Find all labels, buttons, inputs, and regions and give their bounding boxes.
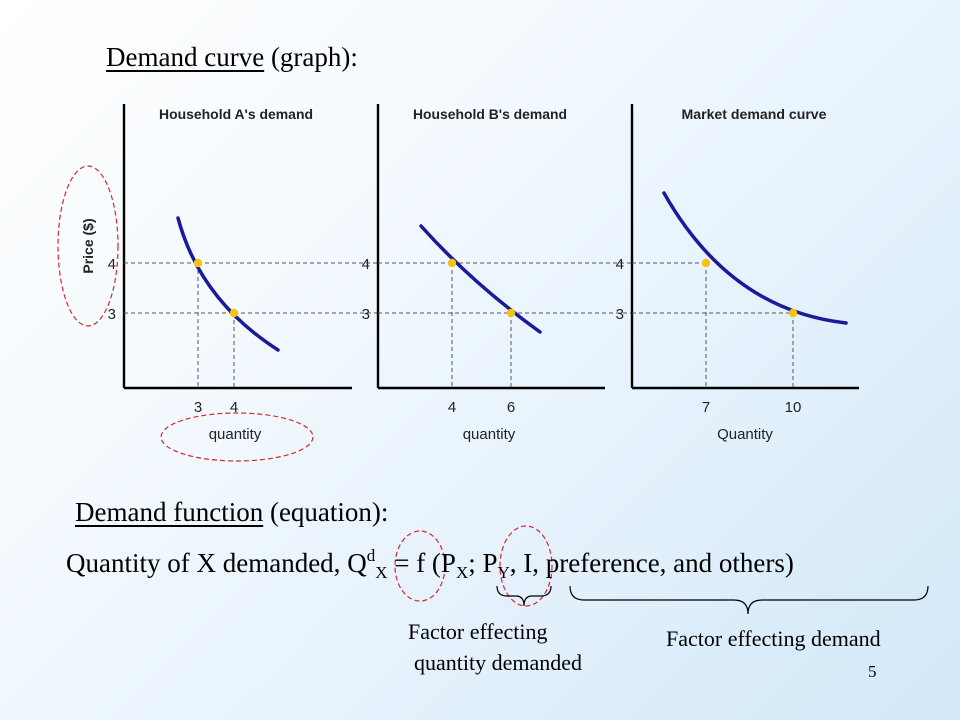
p1-y-tick-4: 4 (108, 256, 116, 273)
equation-rest: , I, preference, and others) (509, 548, 794, 578)
graph-heading: Demand curve (graph): (106, 42, 358, 73)
p1-x-label: quantity (209, 426, 262, 443)
p1-y-tick-3: 3 (108, 306, 116, 323)
p3-title: Market demand curve (682, 106, 827, 122)
qdx-highlight (394, 530, 446, 602)
others-brace (569, 585, 929, 615)
equation-semicolon: ; P (468, 548, 498, 578)
p1-x-tick-3: 3 (194, 399, 202, 416)
demand-equation: Quantity of X demanded, QdX = f (PX; PY,… (66, 546, 794, 583)
equation-px-sub: X (455, 563, 469, 582)
p1-x-tick-4: 4 (230, 399, 238, 416)
function-heading: Demand function (equation): (75, 497, 388, 528)
p3-point-0 (701, 258, 711, 268)
p1-demand-curve (176, 216, 280, 352)
function-heading-title: Demand function (75, 497, 264, 527)
p2-x-tick-6: 6 (507, 399, 515, 416)
page-number: 5 (868, 662, 877, 681)
graph-heading-suffix: (graph): (270, 42, 358, 72)
quantity-note-line1: Factor effecting (408, 619, 548, 644)
p3-y-tick-3: 3 (616, 306, 624, 323)
p3-y-tick-4: 4 (616, 256, 624, 273)
p2-point-1 (506, 308, 516, 318)
p1-point-0 (193, 258, 203, 268)
quantity-factor-note: Factor effecting quantity demanded (388, 616, 608, 678)
p2-title: Household B's demand (413, 106, 567, 122)
px-brace (496, 585, 552, 607)
p3-x-label: Quantity (717, 426, 773, 443)
p2-x-tick-4: 4 (448, 399, 456, 416)
price-label-highlight (57, 165, 119, 327)
p2-point-0 (447, 258, 457, 268)
equation-equals: = f (P (394, 548, 456, 578)
p2-x-label: quantity (463, 426, 516, 443)
demand-factor-note: Factor effecting demand (666, 623, 881, 654)
p2-demand-curve (419, 224, 542, 334)
equation-q: Q (347, 548, 367, 578)
equation-py-sub: Y (497, 563, 510, 582)
p3-x-tick-10: 10 (785, 399, 802, 416)
p1-y-label: Price ($) (80, 218, 96, 273)
graph-heading-title: Demand curve (106, 42, 265, 72)
p3-x-tick-7: 7 (702, 399, 710, 416)
p2-y-tick-3: 3 (362, 306, 370, 323)
p2-y-tick-4: 4 (362, 256, 370, 273)
p1-title: Household A's demand (159, 106, 313, 122)
demand-note-text: Factor effecting demand (666, 626, 881, 651)
p3-demand-curve (662, 191, 848, 325)
function-heading-suffix: (equation): (269, 497, 389, 527)
equation-q-sup: d (366, 546, 376, 565)
p1-point-1 (229, 308, 239, 318)
quantity-label-highlight (160, 412, 314, 462)
px-highlight (499, 525, 553, 607)
equation-prefix: Quantity of X demanded, (66, 548, 341, 578)
quantity-note-line2: quantity demanded (413, 650, 582, 675)
p3-point-1 (788, 308, 798, 318)
equation-q-sub: X (375, 563, 388, 582)
